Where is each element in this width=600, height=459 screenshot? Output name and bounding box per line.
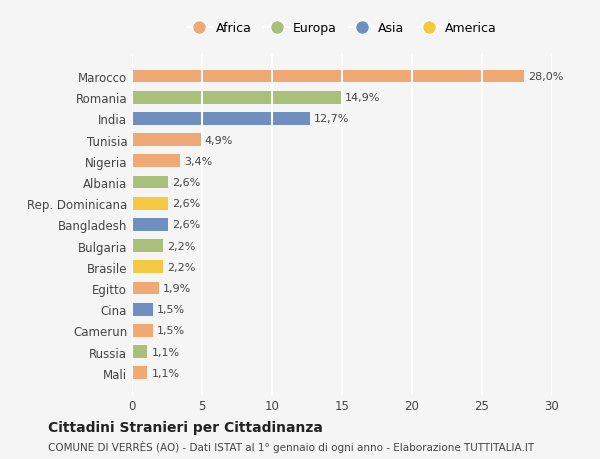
Text: 1,5%: 1,5% (157, 326, 185, 336)
Bar (132, 325, 153, 337)
Bar (132, 240, 163, 252)
Bar (132, 261, 163, 274)
Bar (132, 367, 148, 379)
Bar (132, 303, 153, 316)
Text: Cittadini Stranieri per Cittadinanza: Cittadini Stranieri per Cittadinanza (48, 420, 323, 435)
Text: 4,9%: 4,9% (205, 135, 233, 146)
Bar (132, 113, 310, 125)
Text: 28,0%: 28,0% (528, 72, 563, 82)
Bar (132, 197, 169, 210)
Bar (132, 218, 169, 231)
Text: 14,9%: 14,9% (345, 93, 380, 103)
Bar (132, 134, 200, 147)
Text: 2,6%: 2,6% (173, 220, 201, 230)
Text: 2,2%: 2,2% (167, 241, 196, 251)
Text: 1,1%: 1,1% (152, 347, 180, 357)
Bar (132, 282, 158, 295)
Text: 1,1%: 1,1% (152, 368, 180, 378)
Bar (132, 71, 524, 83)
Legend: Africa, Europa, Asia, America: Africa, Europa, Asia, America (182, 17, 502, 40)
Text: COMUNE DI VERRÈS (AO) - Dati ISTAT al 1° gennaio di ogni anno - Elaborazione TUT: COMUNE DI VERRÈS (AO) - Dati ISTAT al 1°… (48, 440, 534, 452)
Text: 2,2%: 2,2% (167, 262, 196, 272)
Text: 2,6%: 2,6% (173, 178, 201, 188)
Bar (132, 155, 179, 168)
Text: 3,4%: 3,4% (184, 157, 212, 167)
Text: 1,9%: 1,9% (163, 283, 191, 293)
Text: 12,7%: 12,7% (314, 114, 349, 124)
Bar (132, 176, 169, 189)
Text: 2,6%: 2,6% (173, 199, 201, 209)
Bar (132, 346, 148, 358)
Text: 1,5%: 1,5% (157, 304, 185, 314)
Bar (132, 92, 341, 104)
